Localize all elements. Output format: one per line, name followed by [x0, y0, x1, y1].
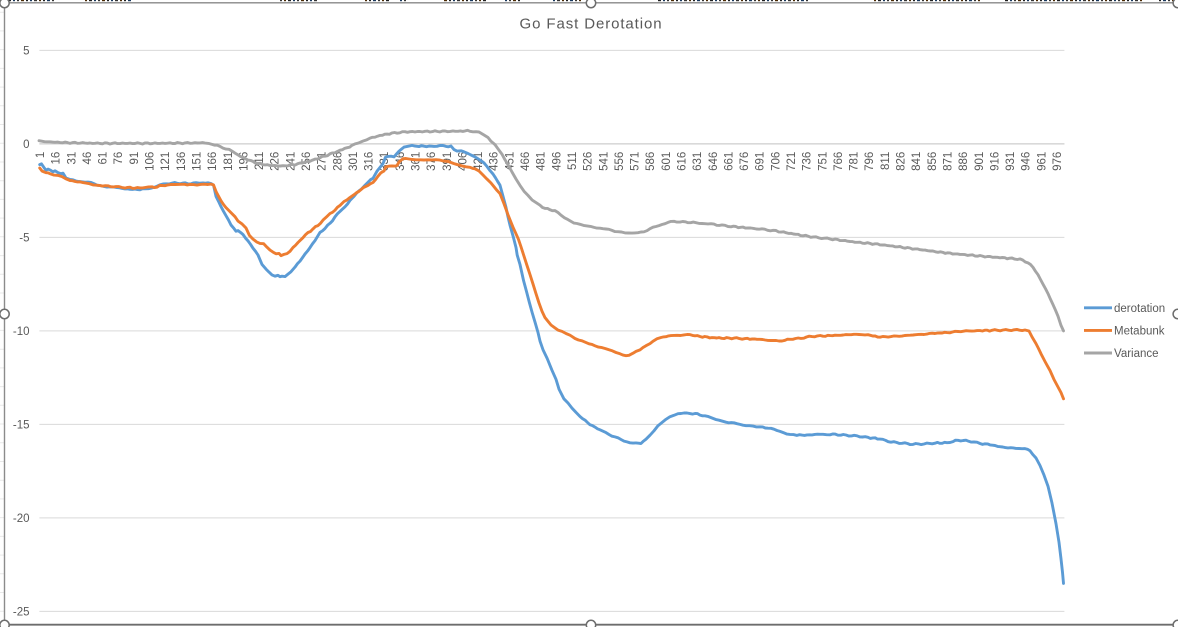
svg-text:166: 166 [207, 152, 219, 171]
svg-text:241: 241 [285, 152, 297, 171]
svg-text:946: 946 [1021, 152, 1033, 171]
svg-text:931: 931 [1005, 152, 1017, 171]
svg-text:151: 151 [192, 152, 204, 171]
svg-text:121: 121 [160, 152, 172, 171]
svg-text:511: 511 [567, 152, 579, 170]
svg-text:106: 106 [145, 152, 157, 171]
svg-text:466: 466 [520, 152, 532, 171]
svg-text:31: 31 [66, 152, 78, 165]
svg-text:361: 361 [411, 152, 423, 171]
svg-text:781: 781 [849, 152, 861, 171]
svg-text:916: 916 [989, 152, 1001, 171]
svg-text:646: 646 [708, 152, 720, 171]
svg-text:631: 631 [692, 152, 704, 171]
svg-text:46: 46 [82, 152, 94, 165]
svg-text:886: 886 [958, 152, 970, 171]
svg-text:601: 601 [661, 152, 673, 171]
svg-text:226: 226 [270, 152, 282, 171]
svg-text:541: 541 [598, 152, 610, 171]
svg-text:826: 826 [896, 152, 908, 171]
svg-text:Variance: Variance [1114, 348, 1159, 360]
svg-text:Go Fast Derotation: Go Fast Derotation [520, 16, 663, 33]
svg-text:961: 961 [1036, 152, 1048, 171]
svg-text:-20: -20 [13, 513, 30, 525]
svg-text:586: 586 [645, 152, 657, 171]
svg-text:Metabunk: Metabunk [1114, 325, 1165, 337]
svg-text:616: 616 [677, 152, 689, 171]
svg-text:1: 1 [35, 152, 47, 158]
svg-text:316: 316 [364, 152, 376, 171]
svg-text:16: 16 [51, 152, 63, 165]
svg-text:91: 91 [129, 152, 141, 165]
svg-text:691: 691 [755, 152, 767, 171]
svg-text:136: 136 [176, 152, 188, 171]
svg-text:-5: -5 [19, 232, 29, 244]
svg-text:436: 436 [489, 152, 501, 171]
svg-text:211: 211 [254, 152, 266, 170]
svg-text:676: 676 [739, 152, 751, 171]
svg-text:181: 181 [223, 152, 235, 171]
svg-text:301: 301 [348, 152, 360, 171]
svg-text:811: 811 [880, 152, 892, 170]
svg-text:0: 0 [23, 139, 29, 151]
svg-text:-10: -10 [13, 326, 30, 338]
svg-text:736: 736 [802, 152, 814, 171]
svg-text:286: 286 [332, 152, 344, 171]
svg-text:526: 526 [583, 152, 595, 171]
svg-text:796: 796 [864, 152, 876, 171]
svg-text:901: 901 [974, 152, 986, 171]
svg-text:841: 841 [911, 152, 923, 171]
svg-text:556: 556 [614, 152, 626, 171]
svg-text:61: 61 [98, 152, 110, 165]
svg-text:-25: -25 [13, 606, 30, 618]
svg-text:976: 976 [1052, 152, 1064, 171]
svg-text:76: 76 [113, 152, 125, 165]
svg-text:721: 721 [786, 152, 798, 171]
svg-text:751: 751 [817, 152, 829, 171]
svg-text:766: 766 [833, 152, 845, 171]
svg-text:706: 706 [770, 152, 782, 171]
svg-text:856: 856 [927, 152, 939, 171]
svg-text:derotation: derotation [1114, 303, 1165, 315]
svg-text:571: 571 [630, 152, 642, 171]
svg-text:496: 496 [551, 152, 563, 171]
svg-text:871: 871 [943, 152, 955, 171]
svg-text:5: 5 [23, 45, 29, 57]
svg-text:-15: -15 [13, 419, 30, 431]
svg-text:481: 481 [536, 152, 548, 171]
svg-text:661: 661 [723, 152, 735, 171]
